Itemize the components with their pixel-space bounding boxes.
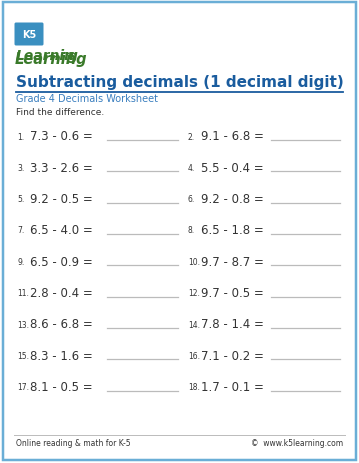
- Text: 4.: 4.: [188, 163, 195, 172]
- Text: 13.: 13.: [17, 320, 29, 329]
- Text: 9.2 - 0.8 =: 9.2 - 0.8 =: [201, 193, 264, 206]
- Text: 3.3 - 2.6 =: 3.3 - 2.6 =: [30, 162, 93, 175]
- Text: 6.5 - 0.9 =: 6.5 - 0.9 =: [30, 255, 93, 268]
- Text: 9.1 - 6.8 =: 9.1 - 6.8 =: [201, 130, 264, 143]
- Text: 2.: 2.: [188, 132, 195, 141]
- Text: 11.: 11.: [17, 288, 29, 298]
- Text: 6.5 - 4.0 =: 6.5 - 4.0 =: [30, 224, 93, 237]
- Text: 7.3 - 0.6 =: 7.3 - 0.6 =: [30, 130, 93, 143]
- Text: 10.: 10.: [188, 257, 200, 266]
- Text: Online reading & math for K-5: Online reading & math for K-5: [16, 438, 131, 448]
- Text: 16.: 16.: [188, 351, 200, 360]
- Text: 8.1 - 0.5 =: 8.1 - 0.5 =: [30, 380, 93, 393]
- Text: g: g: [68, 49, 78, 63]
- Text: 9.7 - 8.7 =: 9.7 - 8.7 =: [201, 255, 264, 268]
- Text: 2.8 - 0.4 =: 2.8 - 0.4 =: [30, 287, 93, 300]
- Text: 7.: 7.: [17, 226, 24, 235]
- Text: 5.5 - 0.4 =: 5.5 - 0.4 =: [201, 162, 264, 175]
- Text: 17.: 17.: [17, 382, 29, 391]
- Text: 8.3 - 1.6 =: 8.3 - 1.6 =: [30, 349, 93, 362]
- Text: 8.: 8.: [188, 226, 195, 235]
- Text: 3.: 3.: [17, 163, 24, 172]
- FancyBboxPatch shape: [3, 3, 356, 460]
- Text: Find the difference.: Find the difference.: [16, 108, 104, 117]
- Text: 18.: 18.: [188, 382, 200, 391]
- Text: 14.: 14.: [188, 320, 200, 329]
- Text: Subtracting decimals (1 decimal digit): Subtracting decimals (1 decimal digit): [16, 75, 344, 90]
- Text: 6.5 - 1.8 =: 6.5 - 1.8 =: [201, 224, 264, 237]
- Text: 12.: 12.: [188, 288, 200, 298]
- FancyBboxPatch shape: [14, 24, 43, 46]
- Text: 1.: 1.: [17, 132, 24, 141]
- Text: K5: K5: [22, 30, 36, 40]
- Text: 7.1 - 0.2 =: 7.1 - 0.2 =: [201, 349, 264, 362]
- Text: 1.7 - 0.1 =: 1.7 - 0.1 =: [201, 380, 264, 393]
- Text: 9.2 - 0.5 =: 9.2 - 0.5 =: [30, 193, 93, 206]
- Text: 15.: 15.: [17, 351, 29, 360]
- Text: 9.: 9.: [17, 257, 24, 266]
- Text: ©  www.k5learning.com: © www.k5learning.com: [251, 438, 343, 448]
- Text: Learnin: Learnin: [16, 49, 75, 63]
- Text: 6.: 6.: [188, 195, 195, 204]
- Text: 7.8 - 1.4 =: 7.8 - 1.4 =: [201, 318, 264, 331]
- Text: 8.6 - 6.8 =: 8.6 - 6.8 =: [30, 318, 93, 331]
- Text: 9.7 - 0.5 =: 9.7 - 0.5 =: [201, 287, 264, 300]
- Text: Grade 4 Decimals Worksheet: Grade 4 Decimals Worksheet: [16, 94, 158, 104]
- Text: 5.: 5.: [17, 195, 24, 204]
- Text: Learning: Learning: [15, 52, 88, 67]
